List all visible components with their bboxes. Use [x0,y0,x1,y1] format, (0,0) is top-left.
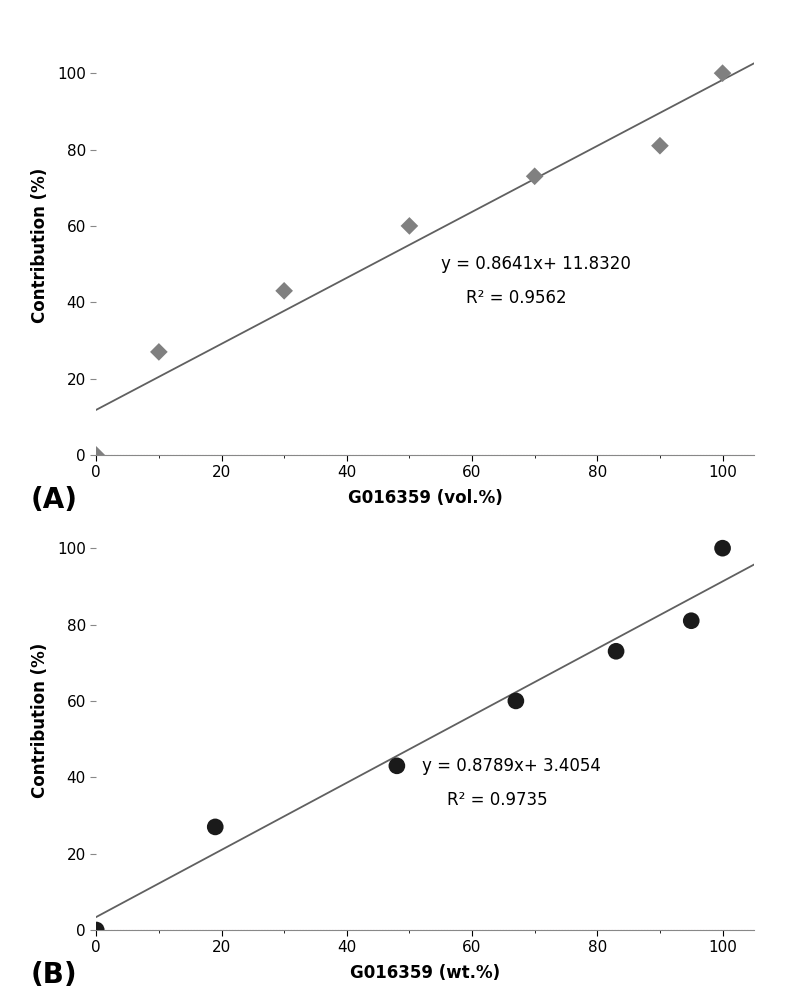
Point [209,819,221,835]
Text: (B): (B) [30,961,77,989]
Y-axis label: Contribution (%): Contribution (%) [30,642,49,798]
Point [529,168,541,184]
Point [403,218,415,234]
Point [152,344,165,360]
Text: y = 0.8641x+ 11.8320: y = 0.8641x+ 11.8320 [441,255,630,273]
Y-axis label: Contribution (%): Contribution (%) [30,167,49,323]
Point [90,447,103,463]
Text: R² = 0.9562: R² = 0.9562 [466,289,566,307]
Point [391,758,403,774]
Point [685,613,698,629]
X-axis label: G016359 (wt.%): G016359 (wt.%) [350,964,500,982]
Point [716,540,729,556]
Text: y = 0.8789x+ 3.4054: y = 0.8789x+ 3.4054 [422,757,601,775]
Point [610,643,622,659]
Point [90,922,103,938]
Point [509,693,522,709]
X-axis label: G016359 (vol.%): G016359 (vol.%) [348,489,502,507]
Text: (A): (A) [30,486,78,514]
Point [654,138,666,154]
Text: R² = 0.9735: R² = 0.9735 [447,791,548,809]
Point [277,283,290,299]
Point [716,65,729,81]
